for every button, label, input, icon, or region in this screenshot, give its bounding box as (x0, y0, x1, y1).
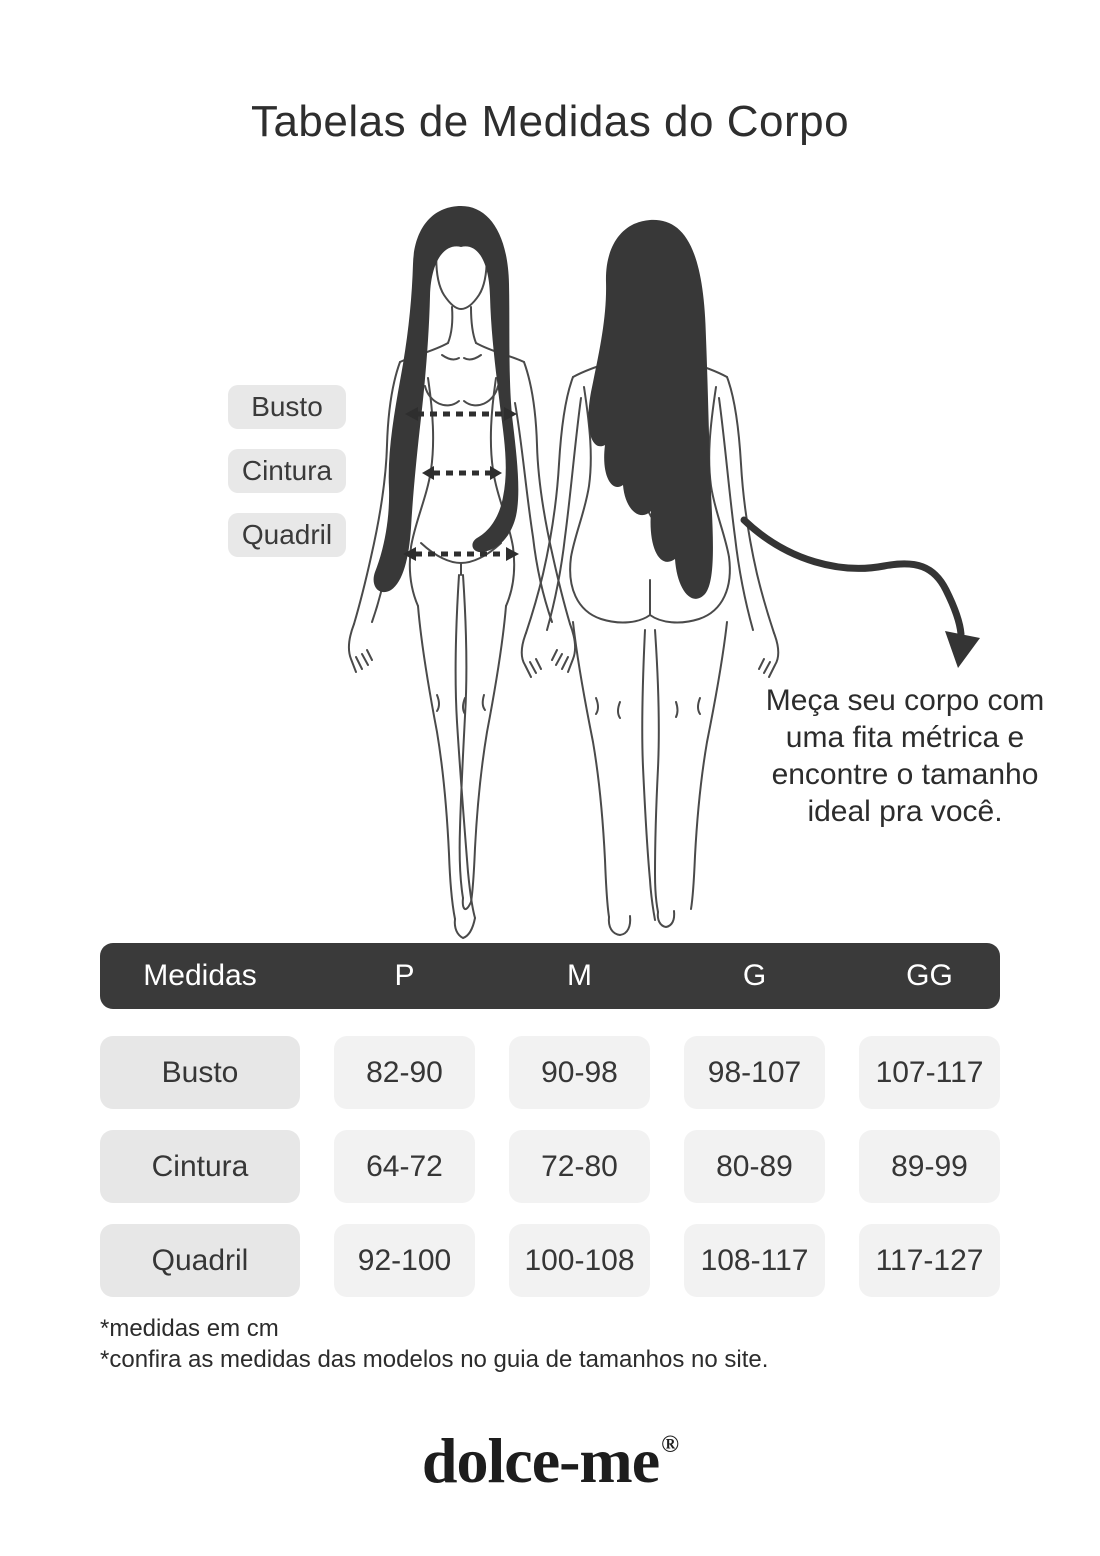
footnote-models: *confira as medidas das modelos no guia … (100, 1346, 769, 1373)
cell-busto-m: 90-98 (509, 1036, 650, 1109)
waist-label: Cintura (228, 449, 346, 493)
front-hair (373, 206, 519, 593)
footnote-units: *medidas em cm (100, 1315, 279, 1342)
row-label: Busto (100, 1036, 300, 1109)
hip-label-text: Quadril (241, 519, 333, 550)
measurement-arrowheads (403, 407, 519, 561)
row-label: Quadril (100, 1224, 300, 1297)
brand-name: dolce-me (421, 1425, 660, 1496)
brand-logo: dolce-me® (0, 1424, 1100, 1498)
page-title: Tabelas de Medidas do Corpo (250, 97, 850, 146)
cell-cintura-p: 64-72 (334, 1130, 475, 1203)
curved-arrow-icon (740, 516, 980, 668)
bust-label: Busto (228, 385, 346, 429)
header-size-g: G (742, 959, 767, 992)
waist-label-text: Cintura (241, 455, 333, 486)
cell-quadril-p: 92-100 (334, 1224, 475, 1297)
body-illustration (347, 206, 980, 940)
note-line: encontre o tamanho (771, 758, 1039, 791)
cell-cintura-gg: 89-99 (859, 1130, 1000, 1203)
hip-label: Quadril (228, 513, 346, 557)
cell-busto-p: 82-90 (334, 1036, 475, 1109)
note-line: uma fita métrica e (785, 721, 1025, 754)
cell-quadril-g: 108-117 (684, 1224, 825, 1297)
cell-busto-g: 98-107 (684, 1036, 825, 1109)
size-table-header-row: Medidas P M G GG (100, 943, 1000, 1009)
table-row-cintura: Cintura 64-72 72-80 80-89 89-99 (100, 1130, 1000, 1203)
header-medidas: Medidas (143, 959, 257, 992)
cell-quadril-gg: 117-127 (859, 1224, 1000, 1297)
registered-trademark-icon: ® (661, 1432, 679, 1458)
cell-busto-gg: 107-117 (859, 1036, 1000, 1109)
table-row-quadril: Quadril 92-100 100-108 108-117 117-127 (100, 1224, 1000, 1297)
footnotes: *medidas em cm *confira as medidas das m… (100, 1313, 768, 1375)
note-line: ideal pra você. (807, 795, 1003, 828)
measuring-note: Meça seu corpo com uma fita métrica e en… (752, 682, 1058, 830)
table-row-busto: Busto 82-90 90-98 98-107 107-117 (100, 1036, 1000, 1109)
cell-cintura-g: 80-89 (684, 1130, 825, 1203)
measurement-dotted-lines (415, 411, 507, 557)
row-label: Cintura (100, 1130, 300, 1203)
cell-cintura-m: 72-80 (509, 1130, 650, 1203)
header-size-m: M (567, 959, 592, 992)
note-line: Meça seu corpo com (765, 684, 1045, 717)
front-body-figure (347, 241, 577, 940)
back-hair (588, 219, 713, 599)
cell-quadril-m: 100-108 (509, 1224, 650, 1297)
header-size-p: P (394, 959, 415, 992)
bust-label-text: Busto (251, 391, 323, 422)
header-size-gg: GG (906, 959, 953, 992)
